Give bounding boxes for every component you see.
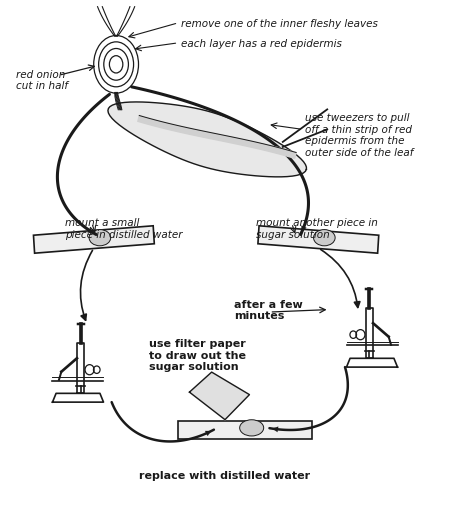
Text: use tweezers to pull
off a thin strip of red
epidermis from the
outer side of th: use tweezers to pull off a thin strip of… (305, 113, 414, 158)
Polygon shape (138, 116, 296, 159)
Text: replace with distilled water: replace with distilled water (140, 470, 310, 480)
Polygon shape (366, 308, 373, 359)
Text: use filter paper
to draw out the
sugar solution: use filter paper to draw out the sugar s… (149, 338, 247, 372)
Text: each layer has a red epidermis: each layer has a red epidermis (180, 39, 342, 48)
Ellipse shape (314, 230, 335, 246)
Text: after a few
minutes: after a few minutes (234, 299, 303, 321)
Text: mount a small
piece in distilled water: mount a small piece in distilled water (65, 218, 183, 239)
Text: remove one of the inner fleshy leaves: remove one of the inner fleshy leaves (180, 19, 378, 29)
Polygon shape (258, 226, 379, 254)
Ellipse shape (89, 230, 111, 246)
Text: red onion
cut in half: red onion cut in half (16, 69, 68, 91)
Polygon shape (53, 393, 104, 402)
Polygon shape (178, 421, 312, 439)
Polygon shape (77, 343, 84, 393)
Text: mount another piece in
sugar solution: mount another piece in sugar solution (256, 218, 378, 239)
Polygon shape (108, 103, 306, 177)
Ellipse shape (240, 420, 264, 436)
Polygon shape (189, 372, 249, 420)
Polygon shape (346, 359, 397, 367)
Polygon shape (33, 226, 154, 254)
